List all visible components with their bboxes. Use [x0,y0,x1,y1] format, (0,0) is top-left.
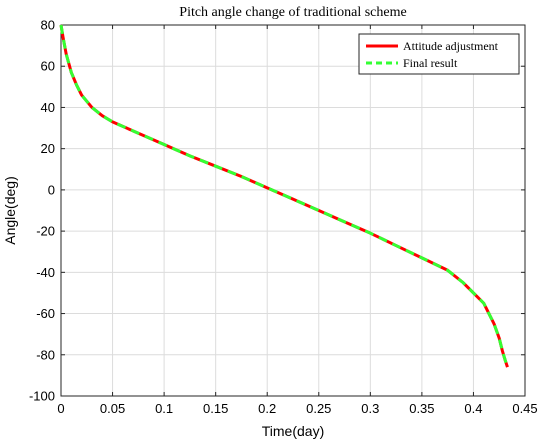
legend-box [358,33,520,75]
axis-ticks: 0 0.05 0.1 0.15 0.2 0.25 0.3 0.35 0.4 0.45 -100 -80… [29,18,538,417]
plot-area-frame [60,24,526,397]
x-tick-label: 0.4 [464,401,482,416]
legend: Attitude adjustment Final result [358,33,520,75]
x-tick-label: 0.05 [100,401,125,416]
series-layer [59,24,509,368]
legend-label: Attitude adjustment [403,39,499,53]
y-tick-label: 40 [41,100,55,115]
y-tick-label: -60 [36,306,55,321]
y-tick-label: 0 [48,182,55,197]
y-tick-label: 20 [41,141,55,156]
x-axis-label: Time(day) [262,423,325,439]
y-tick-label: -100 [29,389,55,404]
y-tick-label: -20 [36,224,55,239]
y-tick-label: -40 [36,265,55,280]
y-tick-label: 80 [41,18,55,33]
x-tick-label: 0.1 [155,401,173,416]
x-tick-label: 0.3 [361,401,379,416]
legend-label: Final result [403,56,458,70]
series-line-final-result [59,24,509,368]
x-tick-label: 0.45 [512,401,537,416]
x-tick-label: 0.2 [258,401,276,416]
x-tick-label: 0.25 [306,401,331,416]
y-tick-label: 60 [41,59,55,74]
chart-title: Pitch angle change of traditional scheme [179,5,406,20]
x-tick-label: 0.35 [409,401,434,416]
x-tick-label: 0.15 [203,401,228,416]
x-tick-label: 0 [57,401,64,416]
y-tick-label: -80 [36,347,55,362]
y-axis-label: Angle(deg) [2,176,18,245]
